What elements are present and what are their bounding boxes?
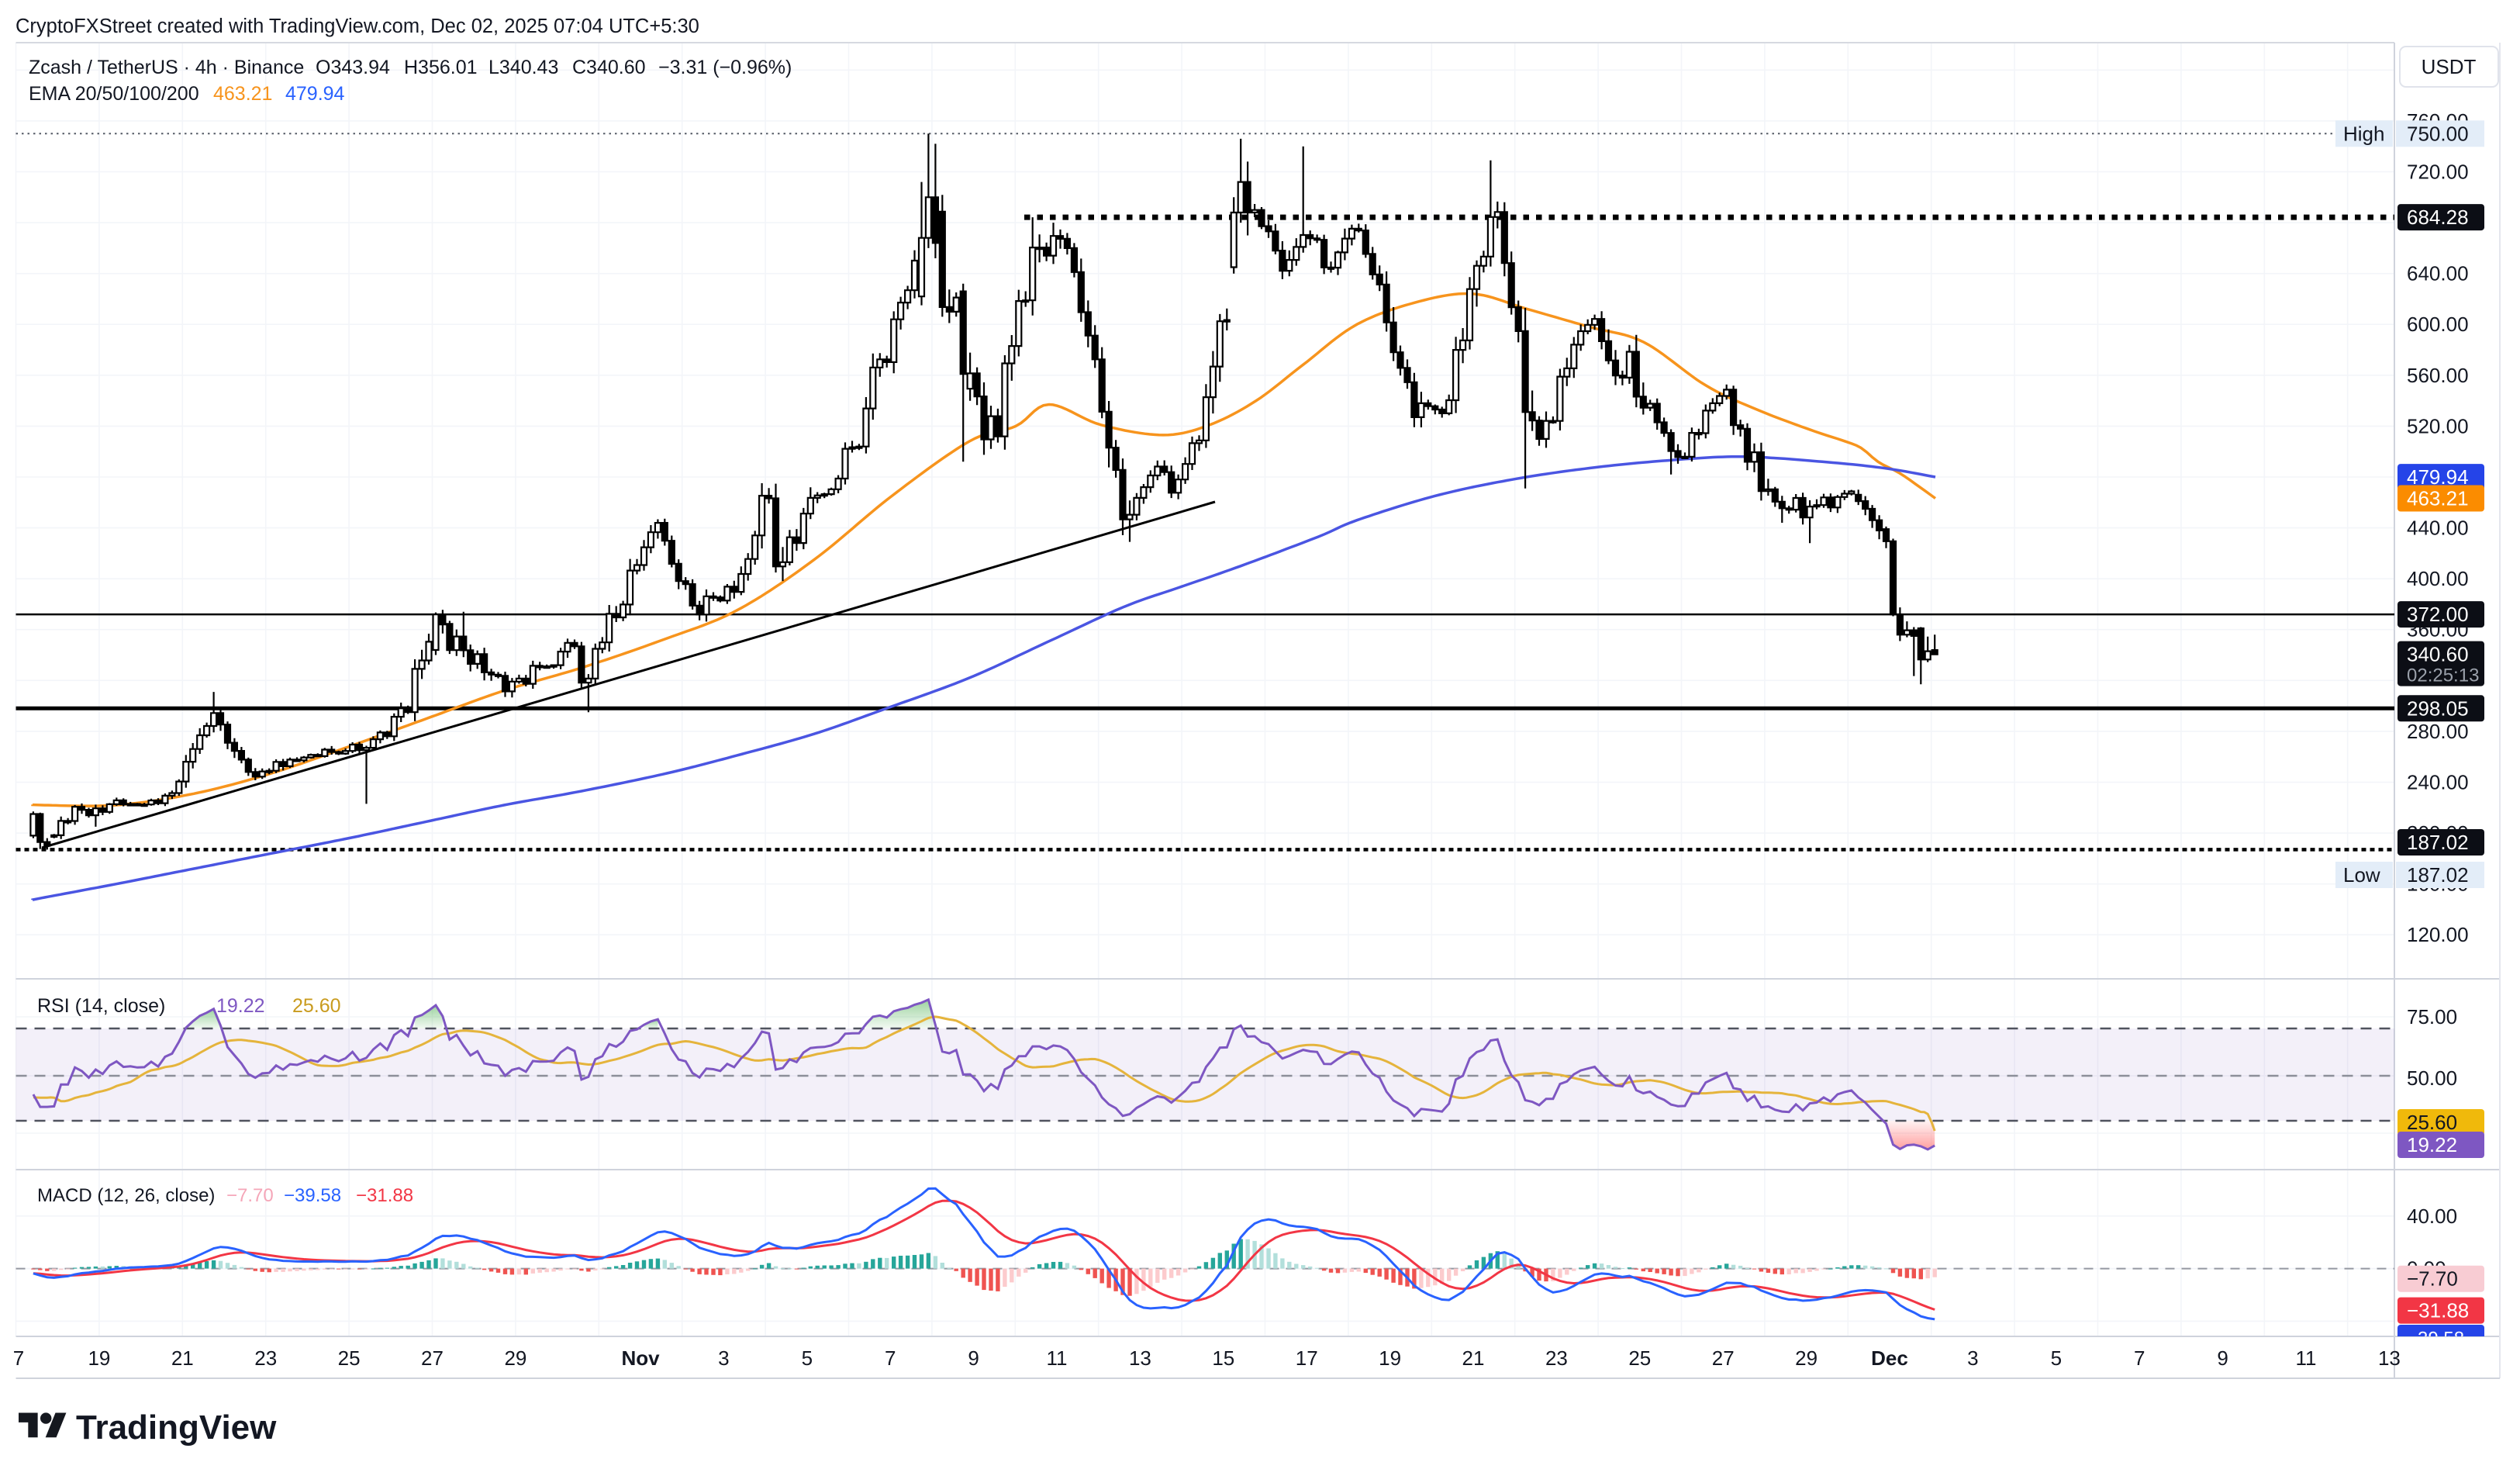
svg-text:19.22: 19.22: [216, 995, 265, 1017]
svg-text:C340.60: C340.60: [572, 57, 646, 78]
svg-text:479.94: 479.94: [2407, 465, 2469, 489]
svg-text:560.00: 560.00: [2407, 364, 2469, 387]
svg-text:720.00: 720.00: [2407, 161, 2469, 184]
svg-text:25: 25: [338, 1346, 361, 1370]
svg-text:7: 7: [13, 1346, 24, 1370]
svg-text:H356.01: H356.01: [404, 57, 478, 78]
svg-text:298.05: 298.05: [2407, 697, 2469, 720]
svg-text:25.60: 25.60: [292, 995, 341, 1017]
svg-text:3: 3: [718, 1346, 729, 1370]
svg-text:−3.31 (−0.96%): −3.31 (−0.96%): [658, 57, 792, 78]
svg-text:240.00: 240.00: [2407, 771, 2469, 794]
svg-text:600.00: 600.00: [2407, 313, 2469, 336]
svg-text:Dec: Dec: [1871, 1346, 1908, 1370]
svg-text:9: 9: [968, 1346, 979, 1370]
svg-text:High: High: [2343, 122, 2384, 145]
svg-text:−7.70: −7.70: [226, 1185, 274, 1206]
svg-text:23: 23: [1545, 1346, 1568, 1370]
svg-text:L340.43: L340.43: [488, 57, 558, 78]
svg-text:5: 5: [802, 1346, 813, 1370]
svg-text:372.00: 372.00: [2407, 603, 2469, 626]
svg-text:50.00: 50.00: [2407, 1066, 2457, 1090]
svg-text:463.21: 463.21: [213, 83, 272, 105]
svg-text:7: 7: [2134, 1346, 2145, 1370]
svg-text:19: 19: [1379, 1346, 1401, 1370]
svg-text:USDT: USDT: [2422, 55, 2477, 78]
svg-text:280.00: 280.00: [2407, 720, 2469, 743]
svg-text:29: 29: [504, 1346, 526, 1370]
svg-text:−39.58: −39.58: [284, 1185, 341, 1206]
svg-text:23: 23: [254, 1346, 277, 1370]
svg-text:TradingView: TradingView: [76, 1409, 277, 1447]
svg-text:RSI (14, close): RSI (14, close): [37, 995, 165, 1017]
svg-text:29: 29: [1795, 1346, 1818, 1370]
svg-text:3: 3: [1967, 1346, 1978, 1370]
svg-text:−31.88: −31.88: [2407, 1299, 2469, 1322]
svg-text:19: 19: [88, 1346, 110, 1370]
svg-text:750.00: 750.00: [2407, 122, 2469, 145]
svg-text:O343.94: O343.94: [316, 57, 390, 78]
svg-text:13: 13: [1129, 1346, 1151, 1370]
svg-text:21: 21: [171, 1346, 194, 1370]
svg-text:11: 11: [1047, 1346, 1068, 1370]
svg-text:EMA 20/50/100/200: EMA 20/50/100/200: [29, 83, 199, 105]
svg-text:11: 11: [2296, 1346, 2317, 1370]
svg-text:120.00: 120.00: [2407, 923, 2469, 946]
svg-text:19.22: 19.22: [2407, 1133, 2457, 1156]
svg-text:27: 27: [421, 1346, 444, 1370]
svg-text:27: 27: [1712, 1346, 1735, 1370]
svg-text:340.60: 340.60: [2407, 643, 2469, 666]
svg-text:−31.88: −31.88: [356, 1185, 413, 1206]
svg-text:187.02: 187.02: [2407, 863, 2469, 887]
svg-text:75.00: 75.00: [2407, 1005, 2457, 1028]
svg-text:7: 7: [885, 1346, 896, 1370]
svg-text:463.21: 463.21: [2407, 487, 2469, 510]
svg-text:−39.58: −39.58: [2407, 1329, 2464, 1350]
svg-text:5: 5: [2051, 1346, 2062, 1370]
svg-text:Zcash / TetherUS · 4h · Binanc: Zcash / TetherUS · 4h · Binance: [29, 57, 304, 78]
svg-text:25.60: 25.60: [2407, 1111, 2457, 1134]
svg-text:9: 9: [2217, 1346, 2228, 1370]
svg-text:02:25:13: 02:25:13: [2407, 665, 2479, 686]
svg-text:640.00: 640.00: [2407, 262, 2469, 285]
svg-text:25: 25: [1628, 1346, 1651, 1370]
svg-text:CryptoFXStreet created with Tr: CryptoFXStreet created with TradingView.…: [16, 16, 699, 37]
svg-text:40.00: 40.00: [2407, 1205, 2457, 1228]
svg-text:400.00: 400.00: [2407, 567, 2469, 590]
svg-text:13: 13: [2378, 1346, 2401, 1370]
svg-text:520.00: 520.00: [2407, 414, 2469, 437]
svg-text:Low: Low: [2343, 863, 2380, 887]
svg-text:15: 15: [1212, 1346, 1234, 1370]
svg-text:684.28: 684.28: [2407, 206, 2469, 229]
svg-text:440.00: 440.00: [2407, 517, 2469, 540]
svg-text:17: 17: [1296, 1346, 1318, 1370]
svg-text:187.02: 187.02: [2407, 831, 2469, 854]
svg-text:Nov: Nov: [621, 1346, 660, 1370]
svg-text:479.94: 479.94: [285, 83, 345, 105]
svg-text:21: 21: [1462, 1346, 1485, 1370]
svg-text:−7.70: −7.70: [2407, 1267, 2458, 1291]
svg-text:MACD (12, 26, close): MACD (12, 26, close): [37, 1185, 215, 1206]
